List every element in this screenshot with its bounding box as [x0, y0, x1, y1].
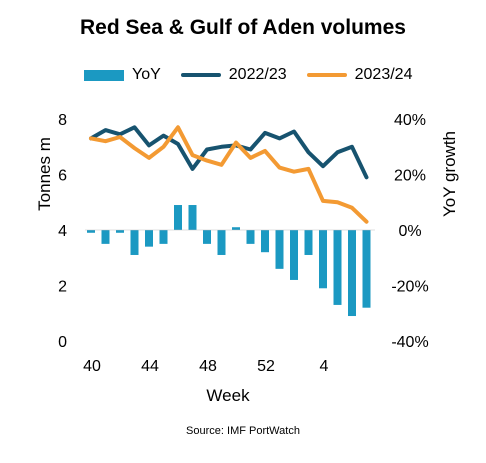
yoy-bar: [159, 230, 168, 244]
legend-swatch-2023-24: [306, 73, 347, 77]
y-tick-right: -40%: [391, 334, 428, 351]
y-tick-left: 8: [58, 112, 67, 129]
y-axis-left-ticks: 0 2 4 6 8: [58, 112, 67, 351]
yoy-bar: [188, 205, 197, 230]
yoy-bar: [304, 230, 313, 255]
yoy-bar: [333, 230, 342, 305]
legend-item-2023-24: 2023/24: [306, 66, 413, 84]
y-tick-right: 20%: [394, 168, 426, 185]
legend-swatch-yoy: [84, 69, 124, 81]
y-axis-left-title: Tonnes m: [35, 137, 54, 211]
x-tick: 52: [257, 358, 275, 375]
legend-item-2022-23: 2022/23: [180, 66, 287, 84]
x-tick: 40: [83, 358, 101, 375]
y-tick-right: -20%: [391, 279, 428, 296]
yoy-bar: [261, 230, 269, 253]
yoy-bar: [174, 205, 182, 230]
yoy-bar: [319, 230, 327, 289]
x-tick: 44: [141, 358, 159, 375]
legend-label-2023-24: 2023/24: [354, 66, 413, 83]
y-tick-left: 0: [58, 334, 67, 351]
x-axis-title: Week: [206, 386, 250, 405]
legend-swatch-2022-23: [180, 73, 221, 77]
source-note: Source: IMF PortWatch: [186, 425, 300, 437]
y-tick-right: 40%: [394, 112, 426, 129]
legend-item-yoy: YoY: [84, 66, 161, 84]
yoy-bar: [362, 230, 371, 308]
y-axis-right-ticks: -40% -20% 0% 20% 40%: [391, 112, 428, 351]
y-axis-right-title: YoY growth: [440, 131, 459, 217]
yoy-bar: [87, 230, 95, 233]
x-tick: 48: [199, 358, 217, 375]
yoy-bar: [217, 230, 226, 255]
y-tick-left: 2: [58, 279, 67, 296]
yoy-bar: [348, 230, 356, 317]
legend: YoY 2022/23 2023/24: [84, 66, 444, 84]
x-axis-ticks: 40 44 48 52 4: [83, 358, 328, 375]
y-tick-right: 0%: [398, 223, 421, 240]
series-line-2022-23: [89, 125, 369, 180]
yoy-bar: [246, 230, 255, 244]
chart-title: Red Sea & Gulf of Aden volumes: [80, 16, 406, 39]
yoy-bar: [203, 230, 211, 244]
y-tick-left: 6: [58, 168, 67, 185]
legend-label-2022-23: 2022/23: [228, 66, 287, 83]
x-tick: 4: [320, 358, 329, 375]
legend-label-yoy: YoY: [132, 66, 161, 83]
yoy-bars: [87, 205, 371, 317]
yoy-bar: [130, 230, 139, 255]
yoy-bar: [145, 230, 153, 247]
series-line-2023-24: [89, 125, 369, 224]
yoy-bar: [290, 230, 298, 280]
yoy-bar: [101, 230, 110, 244]
yoy-bar: [116, 230, 124, 233]
y-tick-left: 4: [58, 223, 67, 240]
yoy-bar: [275, 230, 284, 269]
yoy-bar: [232, 227, 240, 230]
